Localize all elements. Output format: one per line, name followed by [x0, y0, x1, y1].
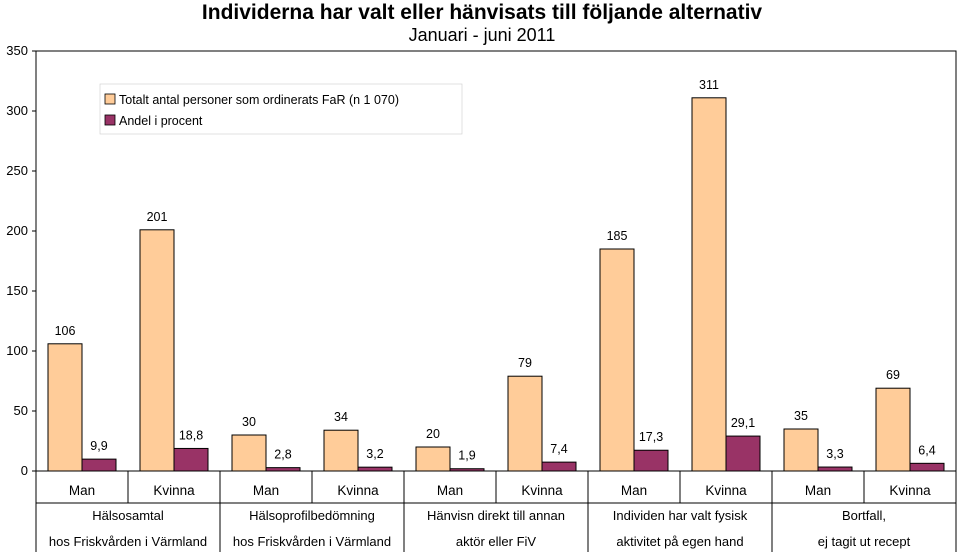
x-group-label: hos Friskvården i Värmland: [49, 534, 207, 549]
x-group-label: Individen har valt fysisk: [613, 508, 748, 523]
y-tick-label: 50: [14, 403, 28, 418]
data-label-total: 20: [426, 427, 440, 441]
data-label-total: 30: [242, 415, 256, 429]
data-label-total: 34: [334, 410, 348, 424]
x-category-label: Kvinna: [521, 483, 563, 498]
bar-total: [323, 429, 359, 472]
x-category-label: Man: [69, 483, 95, 498]
data-label-percent: 9,9: [90, 439, 107, 453]
bar-total: [691, 97, 727, 472]
bar-percent: [817, 466, 853, 472]
legend-box: [99, 83, 463, 135]
bar-total: [599, 248, 635, 472]
legend-swatch-percent: [104, 114, 116, 126]
data-label-total: 79: [518, 356, 532, 370]
chart-subtitle: Januari - juni 2011: [409, 25, 556, 45]
y-tick-label: 200: [6, 223, 28, 238]
bar-percent: [265, 467, 301, 472]
data-label-total: 201: [147, 210, 168, 224]
bar-total: [783, 428, 819, 472]
chart-title: Individerna har valt eller hänvisats til…: [202, 1, 763, 24]
x-group-label: Bortfall,: [842, 508, 886, 523]
data-label-percent: 18,8: [179, 428, 203, 442]
bars-group: 106 9,9 201 18,8 30 2,8 34 3,2 20 1,9 79 7,4 185 17,3…: [47, 78, 945, 472]
data-label-percent: 17,3: [639, 430, 663, 444]
bar-total: [875, 387, 911, 472]
y-axis: 0 50 100 150 200 250 300 350: [6, 43, 36, 478]
x-category-label: Man: [805, 483, 831, 498]
x-group-label: aktör eller FiV: [456, 534, 537, 549]
x-group-label: Hälsoprofilbedömning: [249, 508, 375, 523]
bar-total: [139, 229, 175, 472]
y-tick-label: 100: [6, 343, 28, 358]
y-tick-label: 250: [6, 163, 28, 178]
data-label-percent: 29,1: [731, 416, 755, 430]
data-label-percent: 1,9: [458, 449, 475, 463]
data-label-total: 311: [699, 78, 719, 92]
bar-total: [415, 446, 451, 472]
bar-total: [231, 434, 267, 472]
bar-percent: [173, 447, 209, 472]
bar-percent: [81, 458, 117, 472]
x-group-label: Hänvisn direkt till annan: [427, 508, 565, 523]
x-group-label: ej tagit ut recept: [818, 534, 911, 549]
data-label-percent: 3,3: [826, 447, 843, 461]
data-label-total: 106: [55, 324, 76, 338]
x-group-label: Hälsosamtal: [92, 508, 164, 523]
x-category-label: Man: [437, 483, 463, 498]
data-label-percent: 7,4: [550, 442, 567, 456]
data-label-percent: 6,4: [918, 443, 935, 457]
bar-percent: [541, 461, 577, 472]
bar-percent: [725, 435, 761, 472]
y-tick-label: 300: [6, 103, 28, 118]
bar-percent: [357, 466, 393, 472]
bar-percent: [449, 468, 485, 472]
y-tick-label: 0: [21, 463, 28, 478]
bar-total: [507, 375, 543, 472]
legend-label-percent: Andel i procent: [119, 114, 203, 128]
y-tick-label: 150: [6, 283, 28, 298]
x-axis: Man Kvinna Man Kvinna Man Kvinna Man Kvinna Man K…: [35, 471, 957, 552]
x-category-label: Man: [621, 483, 647, 498]
x-category-label: Kvinna: [705, 483, 747, 498]
x-category-label: Kvinna: [337, 483, 379, 498]
bar-percent: [909, 462, 945, 472]
x-group-label: hos Friskvården i Värmland: [233, 534, 391, 549]
data-label-percent: 2,8: [274, 448, 291, 462]
legend-label-total: Totalt antal personer som ordinerats FaR…: [119, 93, 399, 107]
data-label-total: 185: [607, 229, 628, 243]
x-category-label: Man: [253, 483, 279, 498]
legend: Totalt antal personer som ordinerats FaR…: [99, 83, 463, 135]
data-label-total: 35: [794, 409, 808, 423]
x-category-label: Kvinna: [889, 483, 931, 498]
data-label-percent: 3,2: [366, 447, 383, 461]
bar-total: [47, 343, 83, 472]
x-category-label: Kvinna: [153, 483, 195, 498]
bar-percent: [633, 449, 669, 472]
data-label-total: 69: [886, 368, 900, 382]
y-tick-label: 350: [6, 43, 28, 58]
legend-swatch-total: [104, 93, 116, 105]
x-group-label: aktivitet på egen hand: [616, 534, 743, 549]
